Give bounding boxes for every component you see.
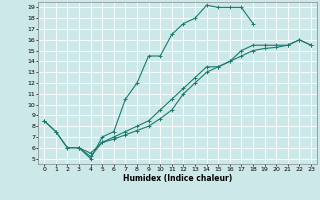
X-axis label: Humidex (Indice chaleur): Humidex (Indice chaleur) <box>123 174 232 183</box>
